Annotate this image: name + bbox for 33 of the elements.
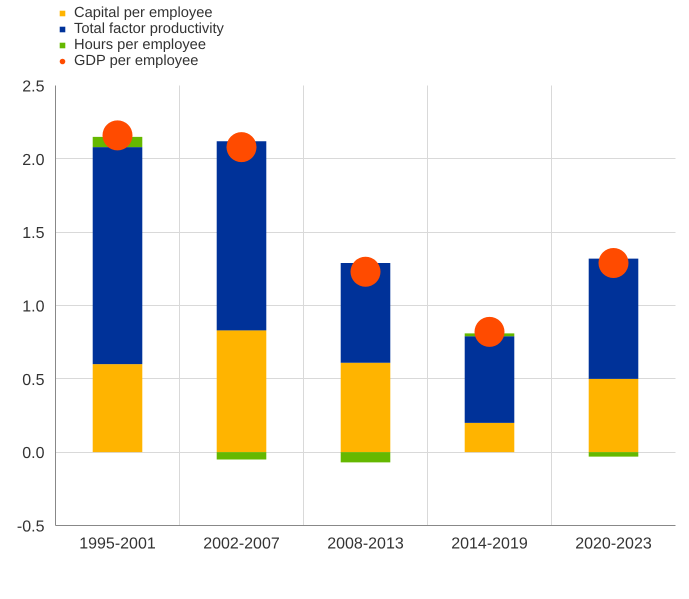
bar: [340, 362, 390, 452]
bar: [216, 141, 266, 330]
bar: [588, 452, 638, 457]
bar: [92, 364, 142, 452]
y-tick-label: 1.0: [22, 298, 45, 316]
bar: [216, 452, 266, 460]
y-tick-label: 2.0: [22, 152, 45, 169]
y-tick-label: 0.0: [22, 445, 45, 462]
bar: [340, 452, 390, 462]
x-tick-label: 2020-2023: [575, 536, 652, 552]
x-tick-label: 2002-2007: [203, 536, 280, 552]
bar: [216, 330, 266, 452]
legend-label: GDP per employee: [74, 53, 198, 69]
point: [226, 132, 256, 162]
point: [474, 316, 504, 347]
y-tick-label: 2.5: [22, 78, 45, 96]
legend-label: Hours per employee: [74, 37, 206, 53]
bar: [588, 378, 638, 452]
point: [598, 248, 628, 278]
x-tick-label: 1995-2001: [79, 536, 156, 552]
y-tick-label: 1.5: [22, 225, 45, 242]
y-tick-label: 0.5: [22, 372, 45, 389]
bar: [92, 147, 142, 364]
bar: [588, 258, 638, 379]
bar: [464, 422, 514, 452]
point: [102, 120, 132, 150]
y-tick-label: -0.5: [16, 518, 45, 536]
x-tick-label: 2008-2013: [327, 536, 404, 552]
x-tick-label: 2014-2019: [451, 536, 528, 552]
legend-label: Capital per employee: [74, 5, 212, 21]
point: [350, 256, 380, 287]
legend-label: Total factor productivity: [74, 21, 224, 37]
bar: [464, 336, 514, 423]
